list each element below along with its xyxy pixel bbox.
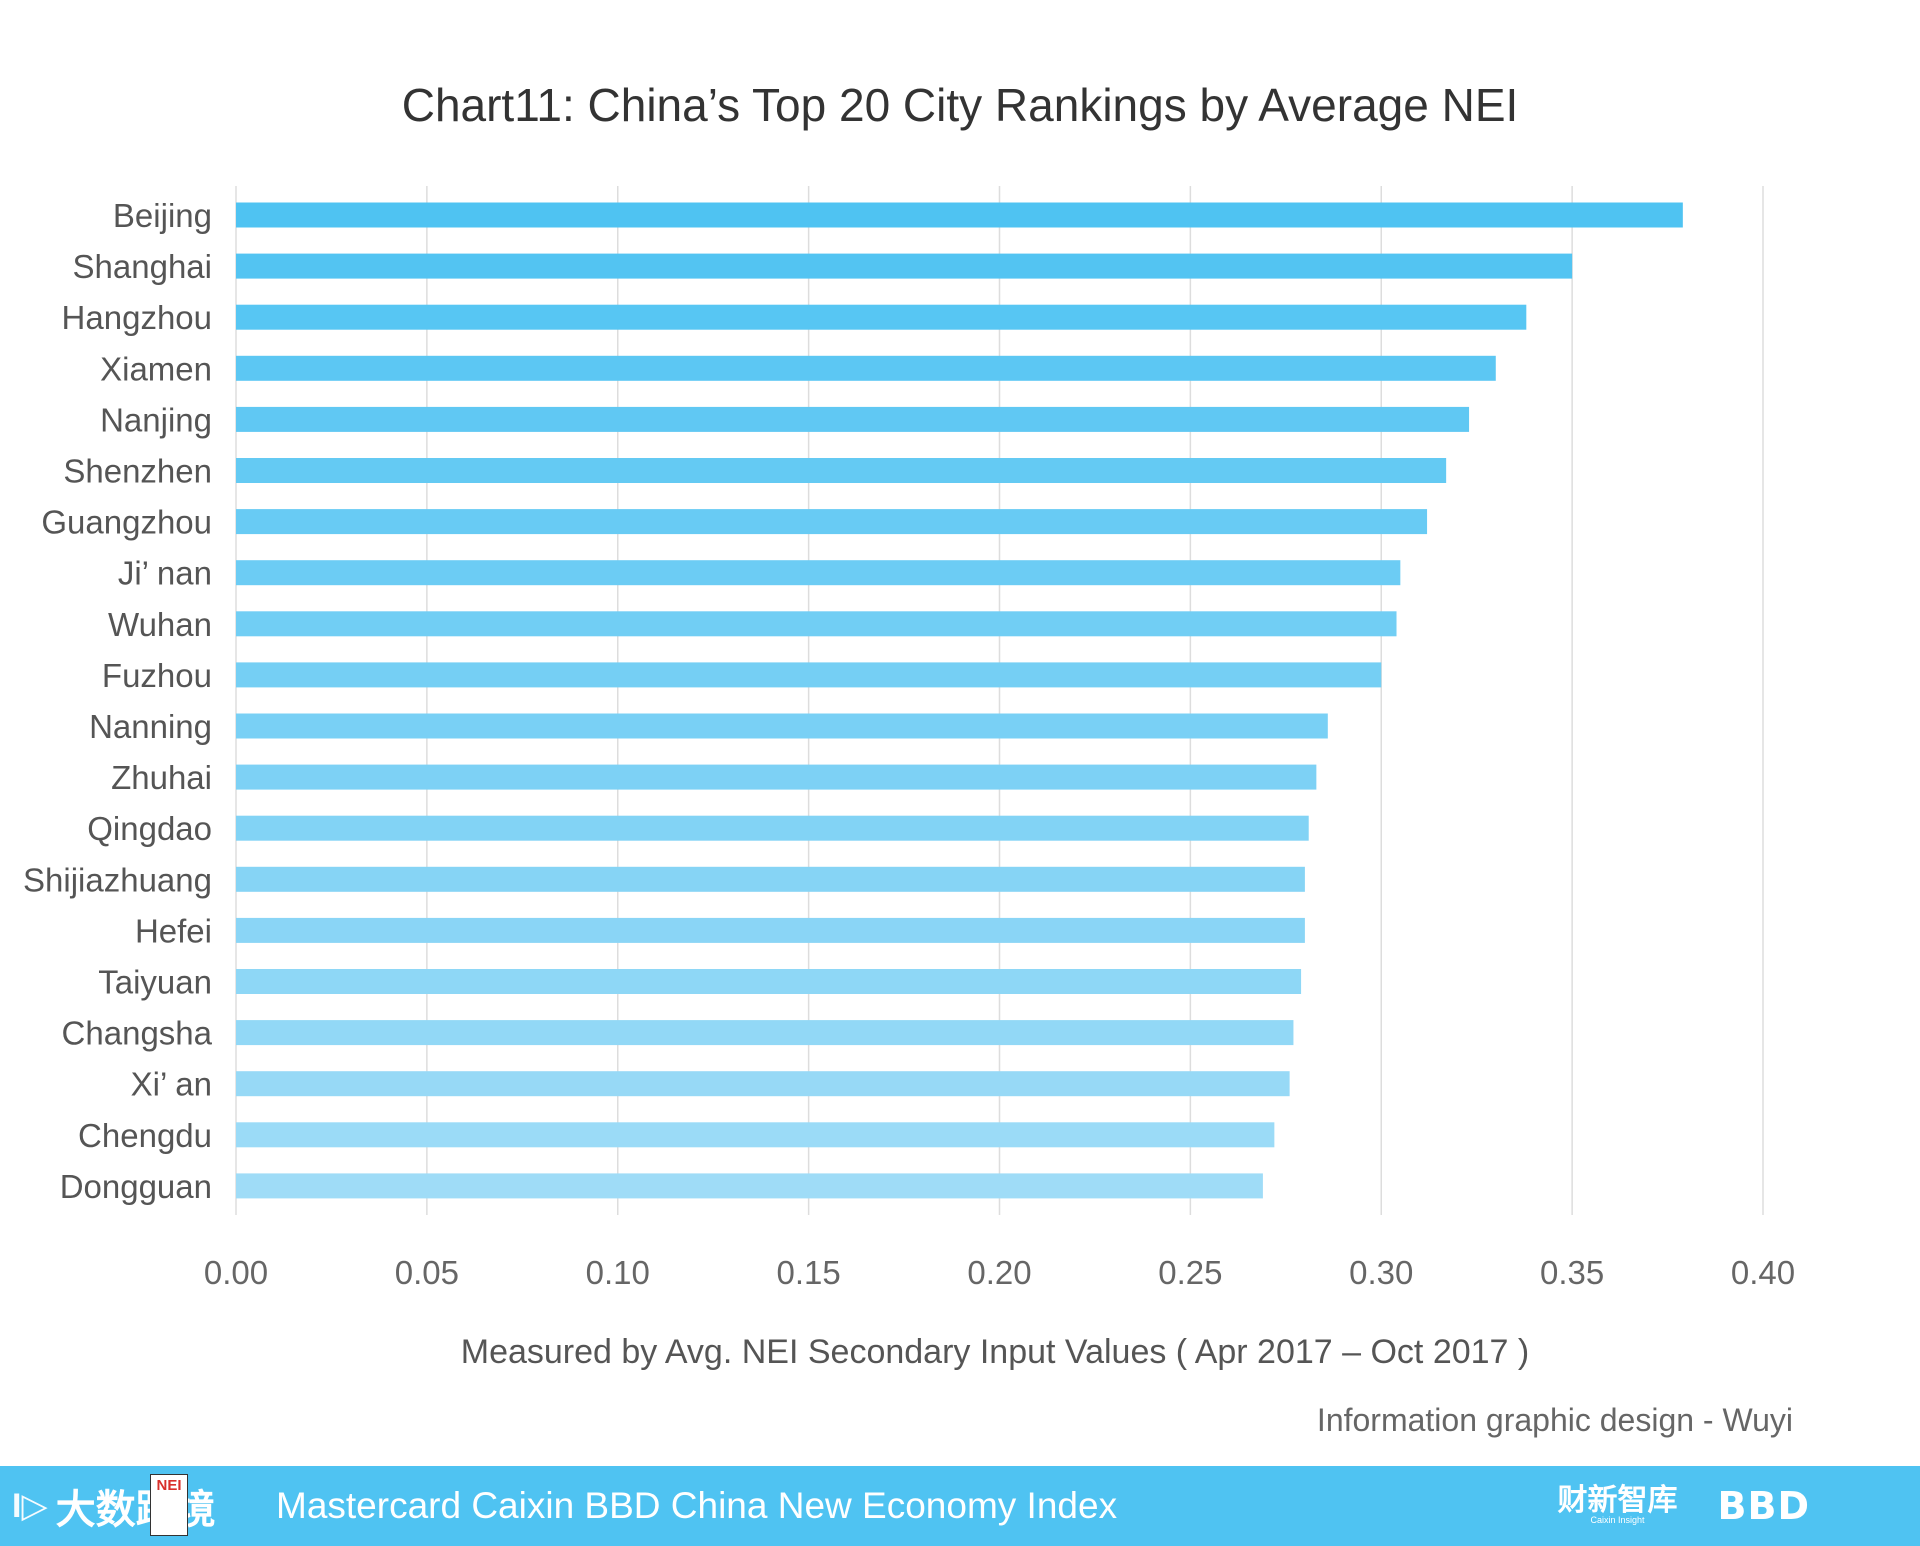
- bar-chart: 0.00 0.05 0.10 0.15 0.20 0.25 0.30 0.35 0.40 Beij…: [23, 186, 1795, 1291]
- partner-logos: 财新智库 Caixin Insight BBD: [1558, 1466, 1810, 1546]
- bar: [236, 406, 1470, 432]
- bar: [236, 713, 1328, 739]
- bar: [236, 1173, 1263, 1199]
- y-category-label: Changsha: [62, 1015, 213, 1052]
- bar: [236, 202, 1683, 228]
- x-tick-label: 0.25: [1158, 1254, 1222, 1291]
- bar: [236, 560, 1401, 586]
- y-category-label: Beijing: [113, 197, 212, 234]
- footer-bar: I▷ 大数跨境 NEI Mastercard Caixin BBD China …: [0, 1466, 1920, 1546]
- x-tick-label: 0.05: [395, 1254, 459, 1291]
- x-tick-label: 0.30: [1349, 1254, 1413, 1291]
- caixin-insight-logo: 财新智库 Caixin Insight: [1557, 1484, 1678, 1526]
- y-category-label: Fuzhou: [102, 657, 212, 694]
- y-category-label: Wuhan: [108, 606, 212, 643]
- x-axis-title: Measured by Avg. NEI Secondary Input Val…: [460, 1333, 1530, 1371]
- y-category-label: Dongguan: [60, 1168, 212, 1205]
- bar: [236, 611, 1397, 637]
- logo-mark: I▷: [12, 1487, 48, 1525]
- y-category-label: Qingdao: [87, 810, 212, 847]
- footer-index-name: Mastercard Caixin BBD China New Economy …: [276, 1485, 1118, 1526]
- y-category-label: Xiamen: [100, 350, 212, 387]
- bar: [236, 917, 1305, 943]
- bar: [236, 1020, 1294, 1046]
- bar: [236, 355, 1496, 381]
- bar: [236, 1122, 1275, 1148]
- y-category-label: Shenzhen: [63, 453, 212, 490]
- y-category-label: Chengdu: [78, 1117, 212, 1154]
- caixin-logo-cn: 财新智库: [1557, 1484, 1678, 1517]
- y-category-label: Hangzhou: [62, 299, 212, 336]
- bar: [236, 304, 1527, 330]
- y-category-label: Nanjing: [100, 401, 212, 438]
- bbd-logo: BBD: [1717, 1484, 1810, 1528]
- bar: [236, 253, 1573, 279]
- chart-title: Chart11: China’s Top 20 City Rankings by…: [401, 79, 1519, 131]
- bar: [236, 1071, 1290, 1097]
- dashujujing-logo: I▷ 大数跨境: [12, 1466, 216, 1546]
- x-tick-label: 0.40: [1731, 1254, 1795, 1291]
- bar: [236, 509, 1428, 535]
- x-tick-label: 0.20: [967, 1254, 1031, 1291]
- y-category-label: Guangzhou: [41, 504, 212, 541]
- y-category-label: Shijiazhuang: [23, 861, 212, 898]
- y-category-label: Hefei: [135, 912, 212, 949]
- x-tick-label: 0.35: [1540, 1254, 1604, 1291]
- bar: [236, 815, 1309, 841]
- bar: [236, 866, 1305, 892]
- caixin-logo-en: Caixin Insight: [1590, 1515, 1645, 1525]
- x-tick-label: 0.15: [777, 1254, 841, 1291]
- bar: [236, 662, 1382, 688]
- y-category-label: Taiyuan: [98, 964, 212, 1001]
- design-credit: Information graphic design - Wuyi: [1316, 1402, 1793, 1438]
- bar: [236, 969, 1302, 994]
- bar: [236, 458, 1447, 483]
- nei-badge-icon: NEI: [150, 1474, 188, 1536]
- y-category-label: Ji’ nan: [118, 555, 212, 592]
- bar: [236, 764, 1317, 790]
- y-category-label: Zhuhai: [111, 759, 212, 796]
- x-tick-label: 0.00: [204, 1254, 268, 1291]
- x-tick-label: 0.10: [586, 1254, 650, 1291]
- logo-chinese-text: 大数跨境: [55, 1488, 216, 1532]
- y-category-label: Shanghai: [73, 248, 212, 285]
- y-category-label: Xi’ an: [131, 1066, 212, 1103]
- y-category-label: Nanning: [89, 708, 212, 745]
